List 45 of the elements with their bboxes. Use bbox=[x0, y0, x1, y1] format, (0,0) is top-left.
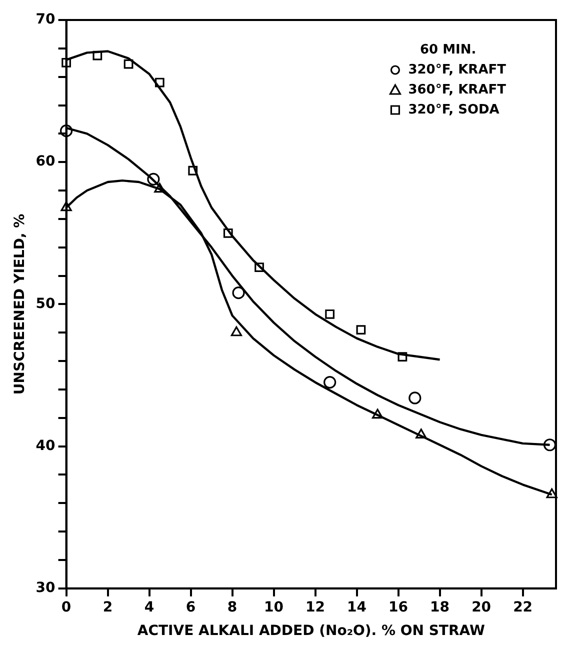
point bbox=[372, 408, 384, 419]
point bbox=[232, 286, 245, 300]
y-axis-title: UNSCREENED YIELD, % bbox=[12, 214, 28, 395]
x-tick-label: 4 bbox=[144, 599, 154, 616]
x-tick-label: 0 bbox=[61, 599, 72, 616]
point bbox=[416, 428, 427, 438]
point bbox=[62, 58, 71, 68]
y-tick-label: 30 bbox=[36, 580, 56, 596]
point bbox=[124, 59, 134, 69]
x-tick-label: 16 bbox=[388, 599, 408, 616]
x-tick-label: 12 bbox=[306, 599, 326, 616]
y-tick-label: 60 bbox=[36, 154, 56, 170]
point bbox=[223, 228, 233, 238]
point bbox=[254, 262, 264, 272]
point bbox=[92, 50, 102, 60]
x-tick-label: 22 bbox=[513, 599, 533, 616]
y-tick-label: 50 bbox=[36, 296, 56, 312]
point bbox=[325, 309, 335, 319]
point bbox=[60, 124, 73, 138]
legend-title: 60 MIN. bbox=[420, 42, 476, 58]
y-tick-label: 70 bbox=[36, 12, 56, 28]
legend-label: 320°F, KRAFT bbox=[408, 62, 506, 78]
legend-label: 360°F, KRAFT bbox=[408, 82, 506, 98]
point bbox=[408, 392, 422, 404]
point bbox=[324, 376, 336, 389]
x-tick-label: 20 bbox=[472, 599, 492, 616]
point bbox=[188, 166, 198, 176]
point bbox=[546, 488, 558, 498]
x-tick-label: 14 bbox=[347, 599, 367, 616]
point bbox=[147, 172, 160, 186]
point bbox=[356, 325, 366, 334]
x-tick-label: 18 bbox=[430, 599, 450, 616]
point bbox=[543, 438, 556, 452]
legend-label: 320°F, SODA bbox=[408, 102, 500, 118]
x-tick-label: 6 bbox=[186, 599, 196, 616]
point bbox=[60, 201, 72, 212]
x-tick-label: 10 bbox=[264, 599, 284, 616]
point bbox=[398, 352, 408, 362]
point bbox=[154, 182, 166, 193]
x-axis-title: ACTIVE ALKALI ADDED (No₂O). % ON STRAW bbox=[137, 623, 485, 640]
point bbox=[230, 326, 242, 336]
x-tick-label: 8 bbox=[227, 599, 238, 616]
x-tick-label: 2 bbox=[102, 599, 113, 616]
y-tick-label: 40 bbox=[36, 438, 56, 454]
point bbox=[154, 78, 164, 88]
